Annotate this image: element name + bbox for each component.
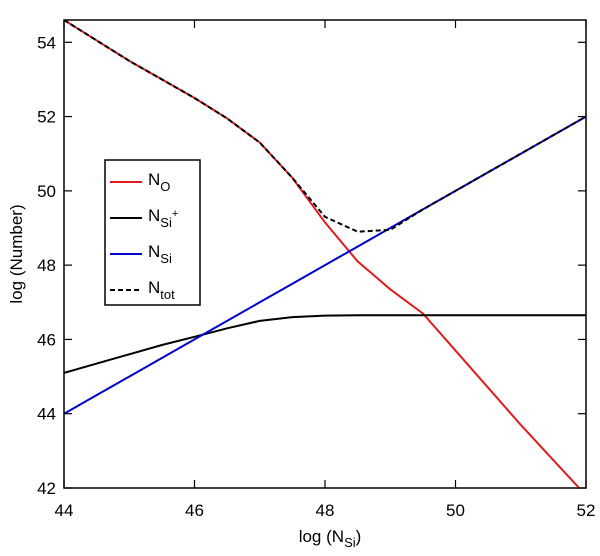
x-tick-label: 50 xyxy=(446,501,465,520)
legend-name: N xyxy=(148,206,160,225)
y-tick-label: 54 xyxy=(37,33,56,52)
series-line xyxy=(64,20,581,488)
legend-subscript: tot xyxy=(160,287,175,302)
x-axis-label: log (NSi) xyxy=(299,527,362,550)
series-line xyxy=(64,20,586,233)
y-tick-label: 50 xyxy=(37,182,56,201)
legend-label: NSi xyxy=(148,242,172,266)
legend-label: NSi+ xyxy=(148,206,178,230)
legend-name: N xyxy=(148,278,160,297)
x-tick-label: 52 xyxy=(577,501,596,520)
legend xyxy=(104,159,201,306)
legend-superscript: + xyxy=(172,208,178,220)
y-tick-label: 44 xyxy=(37,405,56,424)
x-label-end: ) xyxy=(356,527,362,546)
legend-subscript: Si xyxy=(160,215,172,230)
legend-label: Ntot xyxy=(148,278,175,302)
series-line xyxy=(64,314,586,374)
y-tick-label: 52 xyxy=(37,108,56,127)
x-tick-label: 44 xyxy=(55,501,74,520)
x-tick-label: 48 xyxy=(316,501,335,520)
y-tick-label: 48 xyxy=(37,256,56,275)
legend-subscript: O xyxy=(160,179,170,194)
legend-name: N xyxy=(148,242,160,261)
x-label-sub: Si xyxy=(344,535,356,550)
x-tick-label: 46 xyxy=(185,501,204,520)
legend-name: N xyxy=(148,170,160,189)
y-axis-label: log (Number) xyxy=(7,204,26,303)
plot-area xyxy=(64,20,586,488)
y-tick-label: 42 xyxy=(37,479,56,498)
x-label-main: log (N xyxy=(299,527,344,546)
legend-subscript: Si xyxy=(160,251,172,266)
y-tick-label: 46 xyxy=(37,330,56,349)
legend-label: NO xyxy=(148,170,170,194)
